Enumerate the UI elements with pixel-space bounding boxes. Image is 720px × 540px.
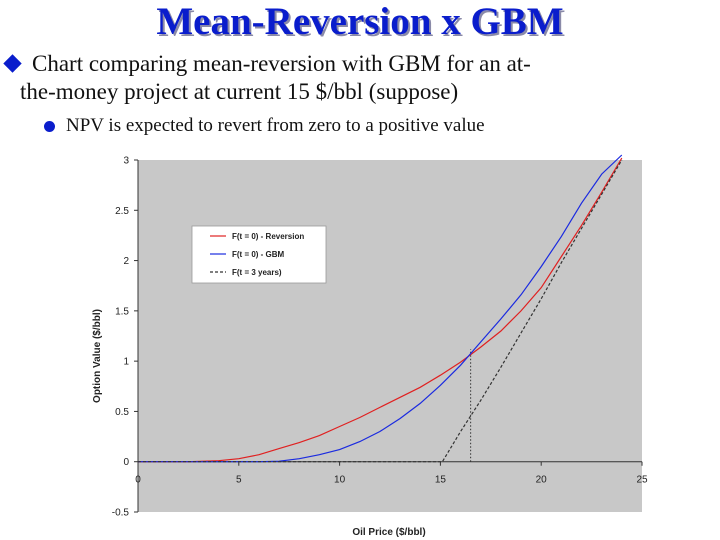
series-line-2	[138, 154, 623, 463]
y-tick-label: 0	[123, 457, 129, 468]
x-tick-label: 0	[135, 475, 141, 486]
slide-title: Mean-Reversion x GBM	[156, 0, 564, 43]
legend-label-2: F(t = 0) - GBM	[232, 250, 285, 259]
series-line-3	[138, 159, 623, 463]
y-tick-label: 0.5	[115, 407, 129, 418]
x-tick-label: 15	[435, 475, 447, 486]
option-value-chart: -0.5 0 0.5 1 1.5 2 2.5 3 0 5 10 15 20 25 Oil Price ($/…	[92, 154, 648, 538]
series-line-1	[138, 157, 623, 463]
y-tick-label: 1	[123, 357, 129, 368]
y-tick-label: 2.5	[115, 206, 129, 217]
x-tick-label: 25	[636, 475, 648, 486]
bullet-sub-text: NPV is expected to revert from zero to a…	[66, 115, 485, 136]
y-tick-label: -0.5	[112, 508, 130, 519]
y-tick-label: 3	[123, 156, 129, 167]
x-tick-label: 20	[536, 475, 548, 486]
plot-area	[138, 160, 642, 512]
bullet-main: Chart comparing mean-reversion with GBM …	[3, 50, 716, 106]
y-tick-label: 1.5	[115, 306, 129, 317]
bullet-main-line-1: Chart comparing mean-reversion with GBM …	[32, 51, 531, 76]
y-axis-title: Option Value ($/bbl)	[92, 309, 103, 403]
bullet-main-text: Chart comparing mean-reversion with GBM …	[4, 50, 716, 106]
x-tick-label: 10	[334, 475, 346, 486]
x-axis-title: Oil Price ($/bbl)	[352, 527, 425, 538]
legend-label-3: F(t = 3 years)	[232, 268, 282, 277]
circle-bullet-icon	[44, 121, 55, 132]
legend-label-1: F(t = 0) - Reversion	[232, 232, 304, 241]
bullet-sub: NPV is expected to revert from zero to a…	[44, 114, 704, 138]
y-tick-label: 2	[123, 256, 129, 267]
bullet-main-line-2: the-money project at current 15 $/bbl (s…	[20, 79, 459, 104]
x-tick-label: 5	[236, 475, 242, 486]
